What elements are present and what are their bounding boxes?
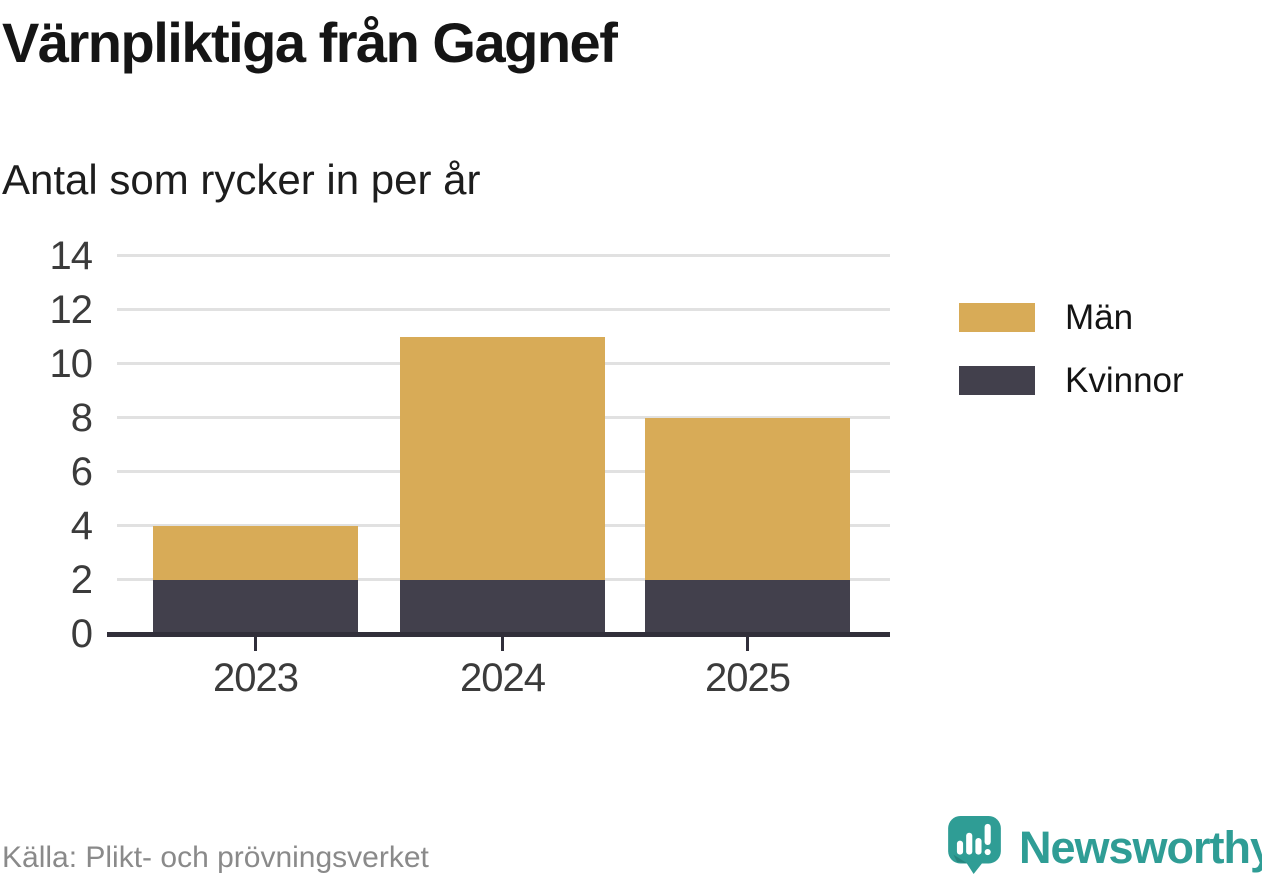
- x-axis-tick-2023: [254, 637, 257, 651]
- bar-segment-kvinnor-2025: [645, 580, 850, 634]
- y-axis-tick-label: 4: [70, 504, 93, 548]
- chart-subtitle: Antal som rycker in per år: [2, 156, 481, 203]
- legend-swatch-women: [959, 366, 1035, 395]
- y-axis-tick-label: 0: [70, 612, 93, 656]
- y-axis-tick-label: 8: [70, 396, 93, 440]
- legend-label-men: Män: [1065, 298, 1134, 337]
- newsworthy-logo: Newsworthy: [948, 816, 1262, 874]
- x-axis-label-2023: 2023: [213, 656, 299, 700]
- x-axis-label-2024: 2024: [460, 656, 546, 700]
- y-axis-tick-label: 12: [49, 288, 94, 332]
- bar-segment-kvinnor-2023: [153, 580, 358, 634]
- x-axis-tick-2024: [501, 637, 504, 651]
- x-axis-label-2025: 2025: [705, 656, 791, 700]
- bar-segment-kvinnor-2024: [400, 580, 605, 634]
- legend-item-women: Kvinnor: [959, 363, 1184, 398]
- bar-segment-män-2025: [645, 418, 850, 580]
- source-attribution: Källa: Plikt- och prövningsverket: [2, 841, 429, 874]
- newsworthy-wordmark: Newsworthy: [1019, 822, 1262, 873]
- y-axis-tick-label: 14: [49, 234, 94, 278]
- gridline-y12: [117, 308, 890, 311]
- chart-legend: Män Kvinnor: [959, 300, 1184, 426]
- legend-item-men: Män: [959, 300, 1184, 335]
- y-axis-tick-label: 6: [70, 450, 93, 494]
- x-axis-tick-2025: [746, 637, 749, 651]
- y-axis-tick-label: 2: [70, 558, 93, 602]
- gridline-y14: [117, 254, 890, 257]
- legend-swatch-men: [959, 303, 1035, 332]
- legend-label-women: Kvinnor: [1065, 361, 1184, 400]
- newsworthy-speech-bubble-chart-icon: [948, 816, 1001, 874]
- bar-segment-män-2024: [400, 337, 605, 580]
- bar-segment-män-2023: [153, 526, 358, 580]
- y-axis-tick-label: 10: [49, 342, 94, 386]
- page-title: Värnpliktiga från Gagnef: [2, 11, 618, 74]
- x-axis-line: [107, 632, 890, 637]
